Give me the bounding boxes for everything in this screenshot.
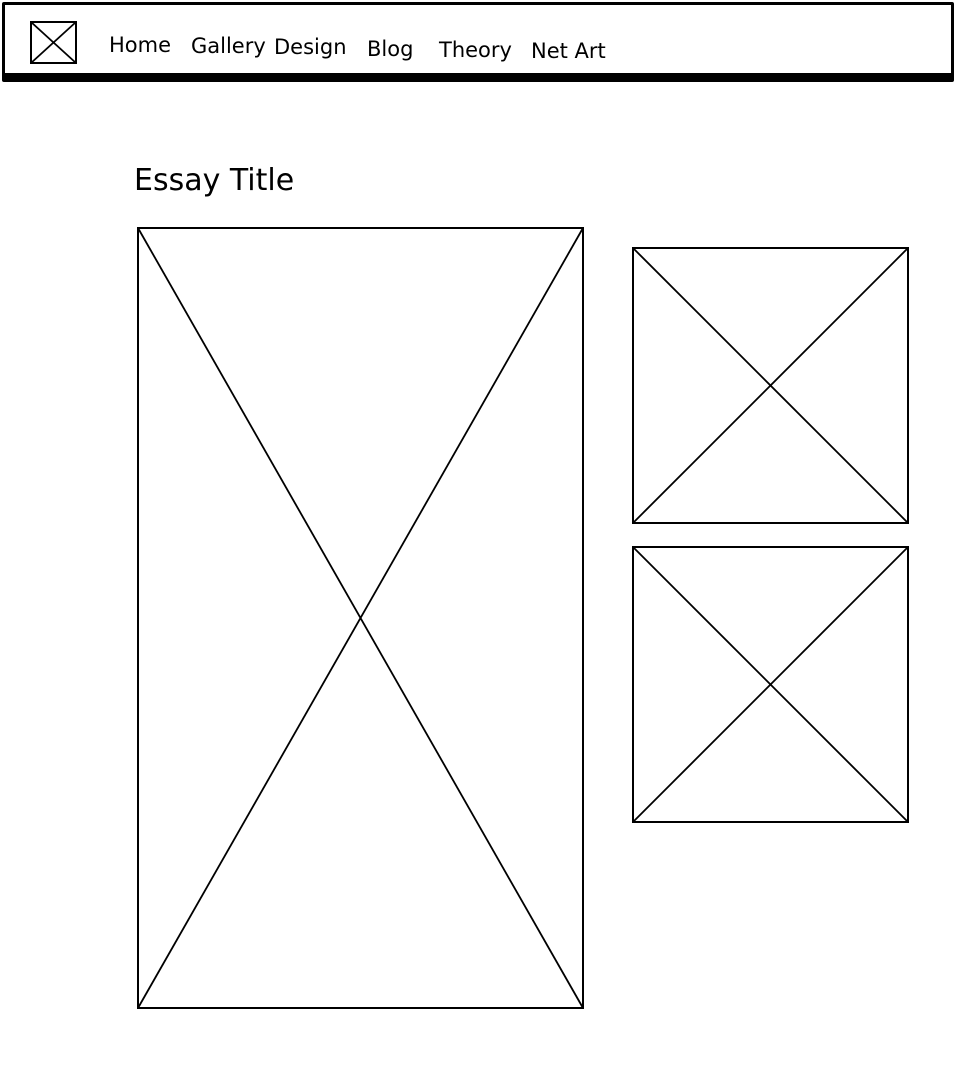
logo-placeholder-icon[interactable] [30,21,77,64]
main-image-placeholder-graphic [137,227,584,1009]
nav-link-home[interactable]: Home [109,33,172,57]
nav-link-net-art[interactable]: Net Art [531,39,606,63]
essay-title: Essay Title [134,163,295,198]
side-image-placeholder-2-icon [632,546,909,823]
nav-link-blog[interactable]: Blog [367,37,414,61]
logo-placeholder-graphic [30,21,77,64]
side-image-placeholder-1-graphic [632,247,909,524]
nav-link-gallery[interactable]: Gallery [191,34,266,58]
top-navigation-bar: Home Gallery Design Blog Theory Net Art [2,2,954,82]
side-image-placeholder-1-icon [632,247,909,524]
side-image-placeholder-2-graphic [632,546,909,823]
nav-link-design[interactable]: Design [274,35,347,59]
nav-link-theory[interactable]: Theory [439,38,512,62]
main-image-placeholder-icon [137,227,584,1009]
